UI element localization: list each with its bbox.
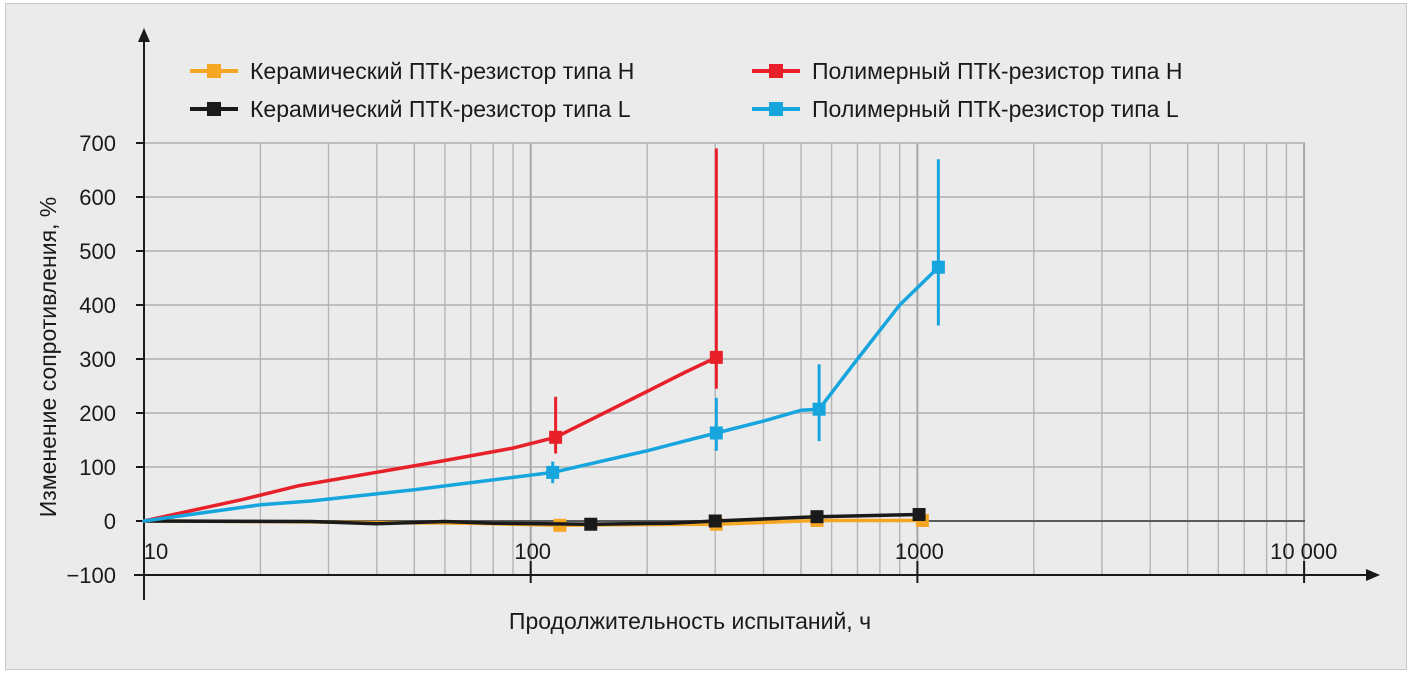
legend-label: Полимерный ПТК-резистор типа L [812,96,1179,122]
x-tick-label: 1000 [895,539,944,564]
legend-marker [207,64,221,78]
series-line [142,512,921,526]
y-tick-label: 100 [79,455,116,480]
legend: Керамический ПТК-резистор типа H Керамиче… [190,58,1182,122]
series-3 [142,159,945,523]
y-tick-label: −100 [66,563,116,588]
legend-marker [207,102,221,116]
x-tick-label: 10 000 [1270,539,1337,564]
x-tick-label: 100 [514,539,551,564]
y-tick-labels: −100 0 100 200 300 400 500 600 700 [66,131,116,588]
y-tick-label: 400 [79,293,116,318]
y-tick-label: 600 [79,185,116,210]
chart-frame [5,3,1407,670]
legend-marker [769,102,783,116]
grid [144,142,1306,575]
data-point [546,465,560,479]
legend-entry: Керамический ПТК-резистор типа L [190,96,631,122]
series-layer [142,148,945,532]
y-tick-label: 500 [79,239,116,264]
data-point [584,517,598,531]
series-1 [142,508,926,531]
legend-entry: Полимерный ПТК-резистор типа L [752,96,1179,122]
data-point [709,426,723,440]
legend-label: Керамический ПТК-резистор типа L [250,96,631,122]
legend-entry: Полимерный ПТК-резистор типа H [752,58,1182,84]
series-2 [142,148,723,523]
x-axis-title: Продолжительность испытаний, ч [509,608,871,634]
data-point [549,430,563,444]
data-point [810,510,824,524]
legend-entry: Керамический ПТК-резистор типа H [190,58,634,84]
data-point [931,260,945,274]
legend-label: Керамический ПТК-резистор типа H [250,58,634,84]
legend-marker [769,64,783,78]
series-line [142,355,719,523]
data-point [708,514,722,528]
y-tick-label: 200 [79,401,116,426]
series-line [142,265,941,523]
data-point [912,508,926,522]
y-tick-label: 700 [79,131,116,156]
legend-label: Полимерный ПТК-резистор типа H [812,58,1182,84]
y-axis-title: Изменение сопротивления, % [35,197,61,518]
y-tick-label: 0 [104,509,116,534]
y-axis-arrow [138,28,150,42]
x-tick-label: 10 [144,539,168,564]
data-point [709,350,723,364]
x-axis-arrow [1366,569,1380,581]
data-point [812,402,826,416]
y-tick-label: 300 [79,347,116,372]
x-tick-labels: 10 100 1000 10 000 [144,539,1338,564]
